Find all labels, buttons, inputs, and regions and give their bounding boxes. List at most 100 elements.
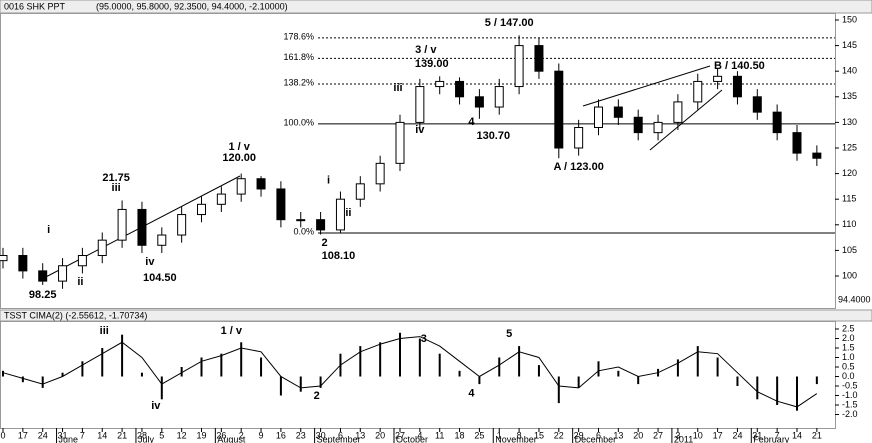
fib-label: 138.2% [283,77,314,87]
x-tick-label: 4 [417,430,422,440]
month-label: November [495,434,537,443]
x-tick-label: 23 [296,430,306,440]
y-tick-label: 140 [842,66,857,76]
candle-body [752,96,762,113]
x-tick-label: 0 [0,430,5,440]
wave-label: 5 / 147.00 [485,17,534,29]
wave-label: ii [77,276,83,288]
candle-body [474,96,484,108]
candle-body [38,270,48,282]
candle-body [296,219,306,222]
candle-body [554,70,564,149]
candle-body [18,255,28,272]
x-tick-label: 1 [497,430,502,440]
x-tick-label: 29 [574,430,584,440]
candle-body [395,121,405,164]
candle-body [58,265,68,282]
x-tick-label: 26 [216,430,226,440]
candle-body [812,152,822,159]
y-tick-label: -1.0 [842,390,858,400]
y-tick-label: 135 [842,91,857,101]
x-tick-label: 21 [117,430,127,440]
candle-body [216,193,226,205]
wave-label: iii [112,182,121,194]
x-tick-label: 3 [675,430,680,440]
candle-body [574,127,584,149]
x-tick-label: 2 [239,430,244,440]
y-tick-label: 145 [842,40,857,50]
x-tick-label: 17 [18,430,28,440]
candle-body [316,219,326,231]
candle-body [613,106,623,118]
indicator-frame [0,321,836,429]
x-tick-label: 31 [752,430,762,440]
trend-line [649,89,723,151]
price-quote: (95.0000, 95.8000, 92.3500, 94.4000, -2.… [96,1,288,11]
wave-label: 5 [506,328,512,340]
x-tick-label: 24 [38,430,48,440]
x-tick-label: 7 [80,430,85,440]
x-tick-label: 15 [534,430,544,440]
month-label: September [317,434,361,443]
candle-body [415,86,425,123]
month-label: February [753,434,790,443]
candle-body [375,162,385,185]
x-tick-label: 12 [177,430,187,440]
month-label: 2011 [674,434,693,443]
x-tick-label: 27 [395,430,405,440]
wave-label: 98.25 [29,289,57,301]
y-tick-label: 0.5 [842,361,855,371]
wave-label: 130.70 [476,130,510,142]
wave-label: iv [145,256,155,268]
wave-label: i [327,175,330,187]
price-title: 0016 SHK PPT [4,1,66,11]
candle-body [0,255,8,262]
x-tick-label: 21 [812,430,822,440]
month-label: July [138,434,155,443]
y-tick-label: 130 [842,117,857,127]
candle-body [77,255,87,267]
x-tick-label: 20 [375,430,385,440]
x-tick-label: 14 [97,430,107,440]
y-tick-label: 2.5 [842,323,855,333]
candle-body [772,111,782,134]
x-tick-label: 19 [196,430,206,440]
wave-label: iii [393,82,402,94]
candle-body [97,239,107,257]
wave-label: 120.00 [222,152,256,164]
wave-label: 21.75 [102,172,130,184]
cima-line [2,336,818,408]
y-tick-label: 150 [842,14,857,24]
x-tick-label: 16 [276,430,286,440]
x-tick-label: 9 [259,430,264,440]
x-tick-label: 13 [355,430,365,440]
x-tick-label: 24 [732,430,742,440]
x-tick-label: 28 [137,430,147,440]
y-tick-label: 2.0 [842,333,855,343]
month-label: October [396,434,428,443]
candle-body [494,86,504,108]
candle-body [117,208,127,241]
x-tick-label: 27 [653,430,663,440]
candle-body [514,45,524,88]
wave-label: B / 140.50 [714,60,765,72]
y-tick-label: 0.0 [842,371,855,381]
x-tick-label: 6 [338,430,343,440]
fib-label: 0.0% [293,226,314,236]
y-tick-label: -2.0 [842,409,858,419]
candle-body [633,116,643,134]
candle-body [276,188,286,221]
wave-label: i [47,224,50,236]
x-tick-label: 18 [455,430,465,440]
wave-label: 139.00 [415,58,449,70]
candle-body [236,178,246,195]
y-tick-label: 1.0 [842,352,855,362]
x-tick-label: 8 [517,430,522,440]
wave-label: ii [345,207,351,219]
candle-body [792,132,802,154]
candle-body [713,75,723,82]
x-tick-label: 14 [792,430,802,440]
x-tick-label: 17 [713,430,723,440]
price-frame [0,13,836,309]
